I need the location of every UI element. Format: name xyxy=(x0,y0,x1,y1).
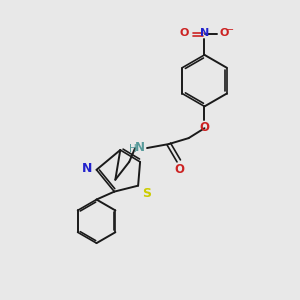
Text: O: O xyxy=(219,28,229,38)
Text: −: − xyxy=(226,25,234,35)
Text: O: O xyxy=(179,28,189,38)
Text: O: O xyxy=(175,163,185,176)
Text: N: N xyxy=(82,162,92,175)
Text: H: H xyxy=(129,144,137,154)
Text: S: S xyxy=(142,187,151,200)
Text: N: N xyxy=(135,140,145,154)
Text: O: O xyxy=(200,121,209,134)
Text: N: N xyxy=(200,28,209,38)
